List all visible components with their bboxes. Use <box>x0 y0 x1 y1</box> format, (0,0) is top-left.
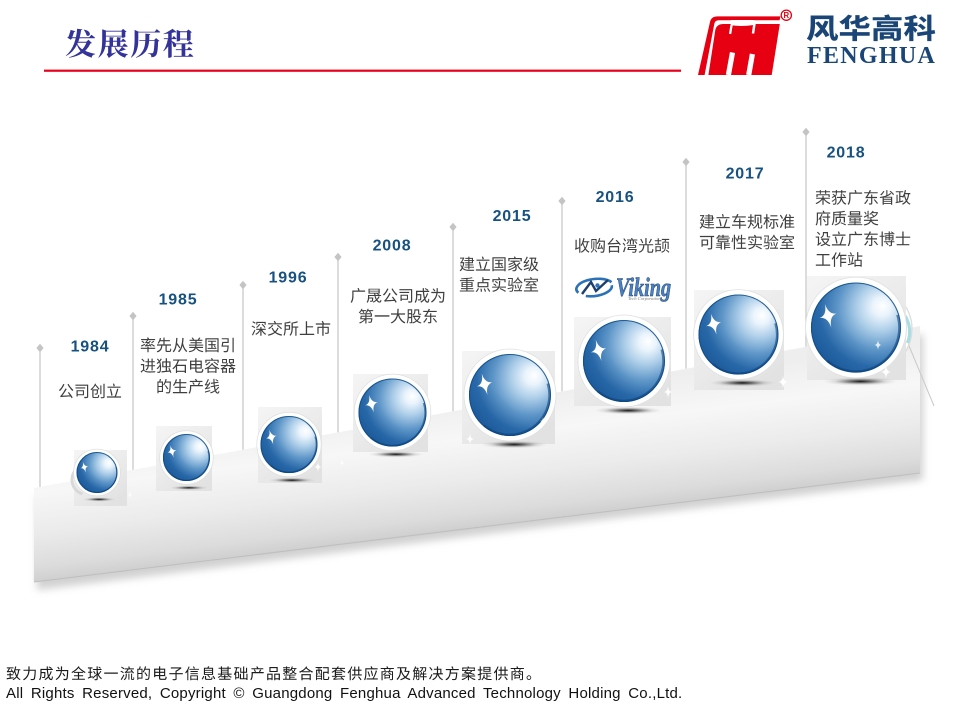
svg-text:2017: 2017 <box>726 166 765 183</box>
svg-text:Viking: Viking <box>616 274 671 303</box>
svg-text:R: R <box>783 11 789 20</box>
svg-text:1996: 1996 <box>269 270 308 287</box>
svg-text:All Rights Reserved, Copyright: All Rights Reserved, Copyright © Guangdo… <box>6 685 682 702</box>
svg-text:2016: 2016 <box>596 189 635 206</box>
svg-text:2008: 2008 <box>373 238 412 255</box>
svg-text:1984: 1984 <box>71 339 110 356</box>
svg-text:2018: 2018 <box>827 145 866 162</box>
svg-text:2015: 2015 <box>493 208 532 225</box>
svg-text:Tech Corporation: Tech Corporation <box>628 296 661 301</box>
svg-text:FENGHUA: FENGHUA <box>807 43 936 69</box>
svg-text:1985: 1985 <box>159 292 198 309</box>
